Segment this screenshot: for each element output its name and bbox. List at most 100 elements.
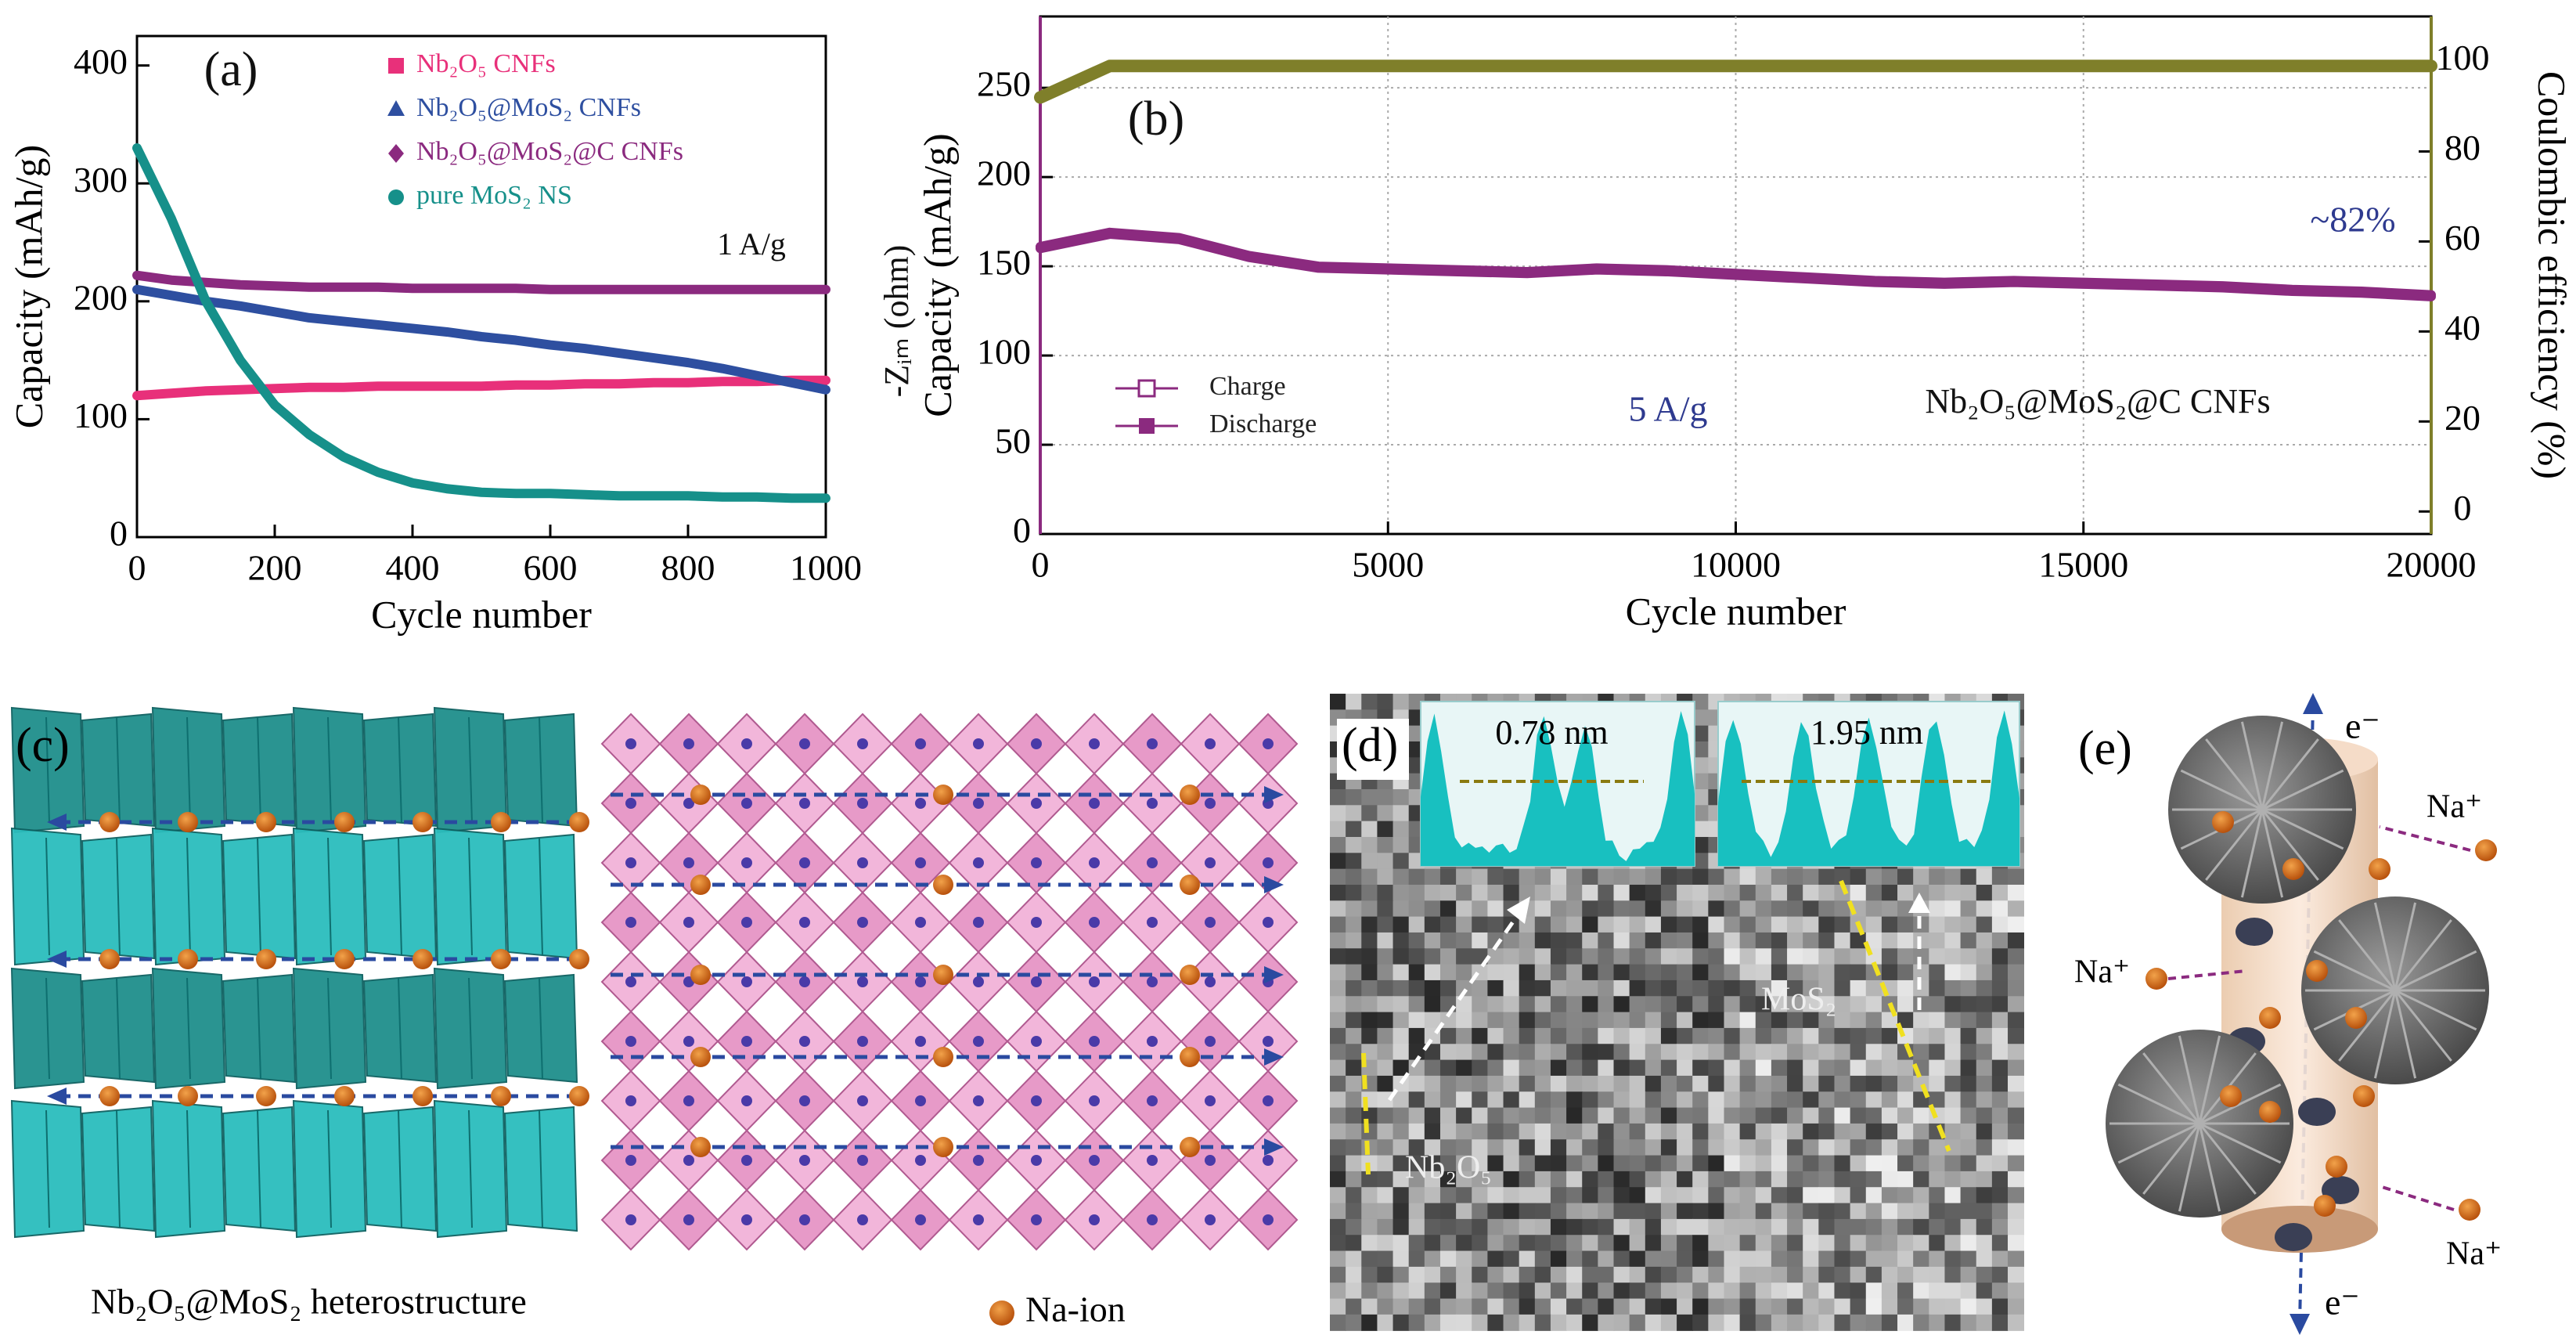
tem-pixel [1408, 1250, 1425, 1268]
tem-pixel [1818, 1012, 1836, 1029]
tem-pixel [1392, 932, 1410, 949]
tem-pixel [1929, 932, 1946, 949]
mo-atom [1205, 976, 1216, 987]
tem-pixel [1330, 1012, 1346, 1029]
y-tick-label: 100 [74, 395, 128, 435]
tem-pixel [1330, 1218, 1346, 1236]
tem-pixel [1991, 1250, 2009, 1268]
tem-pixel [1708, 1123, 1725, 1140]
flower-petal [2205, 809, 2264, 881]
tem-pixel [1519, 1012, 1536, 1029]
tem-pixel [1771, 1059, 1788, 1077]
tem-pixel [1944, 932, 1962, 949]
tem-pixel [1645, 932, 1662, 949]
tem-pixel [1629, 1075, 1646, 1092]
tem-pixel [1850, 1155, 1867, 1172]
tem-pixel [1913, 948, 1930, 965]
tem-pixel [1787, 1235, 1804, 1252]
tem-pixel [1803, 1139, 1820, 1156]
mo-atom [741, 857, 752, 868]
tem-pixel [1897, 1218, 1915, 1236]
arrow-head [1507, 896, 1530, 924]
tem-pixel [1424, 1314, 1441, 1331]
tem-pixel [1472, 1298, 1489, 1315]
ion-label: Na⁺ [2446, 1236, 2502, 1272]
mo-atom [625, 1036, 636, 1047]
tem-pixel [1881, 1314, 1898, 1331]
tem-pixel [1392, 1266, 1410, 1283]
tem-pixel [1424, 1044, 1441, 1061]
tem-pixel [1392, 1027, 1410, 1044]
tem-pixel [1944, 948, 1962, 965]
na-ion [334, 1086, 355, 1106]
tem-pixel [1392, 821, 1410, 838]
tem-pixel [1645, 1203, 1662, 1220]
tem-pixel [1377, 1282, 1394, 1300]
tem-pixel [1550, 1059, 1567, 1077]
tem-pixel [1408, 996, 1425, 1013]
tem-pixel [1865, 868, 1882, 886]
mo-atom [1031, 1214, 1042, 1225]
tem-pixel [1944, 868, 1962, 886]
tem-pixel [1708, 1266, 1725, 1283]
na-ion [933, 785, 953, 805]
flower-petal [2261, 738, 2319, 810]
tem-pixel [1424, 1203, 1441, 1220]
tem-pixel [1645, 1123, 1662, 1140]
tem-pixel [1361, 996, 1378, 1013]
tem-pixel [1598, 1298, 1615, 1315]
tem-pixel [1660, 948, 1677, 965]
tem-pixel [1503, 1075, 1520, 1092]
tem-pixel [1377, 1075, 1394, 1092]
tem-pixel [1361, 805, 1378, 822]
tem-pixel [1850, 1282, 1867, 1300]
ion-path [2379, 825, 2471, 852]
tem-pixel [1629, 1012, 1646, 1029]
tem-pixel [1850, 1027, 1867, 1044]
legend-label: pure MoS₂ NS [416, 181, 572, 210]
tem-pixel [1818, 1314, 1836, 1331]
tem-pixel [1897, 1012, 1915, 1029]
nb2o5-edge [539, 977, 543, 1080]
tem-pixel [1550, 868, 1567, 886]
tem-pixel [2008, 884, 2025, 901]
tem-pixel [1346, 1298, 1363, 1315]
tem-pixel [1991, 1155, 2009, 1172]
tem-pixel [1739, 948, 1756, 965]
tem-pixel [1408, 916, 1425, 933]
tem-pixel [1755, 1155, 1772, 1172]
tem-pixel [1771, 1266, 1788, 1283]
tem-pixel [1677, 868, 1694, 886]
tem-pixel [1503, 1027, 1520, 1044]
tem-pixel [1408, 1075, 1425, 1092]
na-ion [2314, 1195, 2336, 1217]
arrow-head [1264, 1138, 1284, 1156]
tem-pixel [1944, 1250, 1962, 1268]
tem-pixel [1439, 1298, 1457, 1315]
tem-pixel [1629, 1091, 1646, 1109]
tem-pixel [1724, 1282, 1741, 1300]
mo-atom [625, 976, 636, 987]
tem-pixel [1677, 932, 1694, 949]
tem-pixel [1803, 948, 1820, 965]
flower-petal [2394, 989, 2477, 1031]
mo-atom [973, 1214, 984, 1225]
tem-pixel [1582, 900, 1599, 918]
tem-pixel [1881, 1027, 1898, 1044]
tem-pixel [1850, 1012, 1867, 1029]
tem-pixel [1566, 1123, 1583, 1140]
tem-pixel [1598, 1027, 1615, 1044]
tem-pixel [1913, 1107, 1930, 1124]
arrow-head [1264, 966, 1284, 983]
tem-pixel [1834, 1235, 1851, 1252]
mo-atom [683, 1036, 694, 1047]
tem-pixel [1503, 1171, 1520, 1188]
tem-pixel [1818, 1250, 1836, 1268]
tem-pixel [1724, 1235, 1741, 1252]
tem-pixel [1865, 1235, 1882, 1252]
tem-pixel [1677, 1107, 1694, 1124]
tem-pixel [1834, 1282, 1851, 1300]
tem-pixel [1660, 1059, 1677, 1077]
tem-pixel [1960, 1282, 1977, 1300]
tem-pixel [1913, 1027, 1930, 1044]
